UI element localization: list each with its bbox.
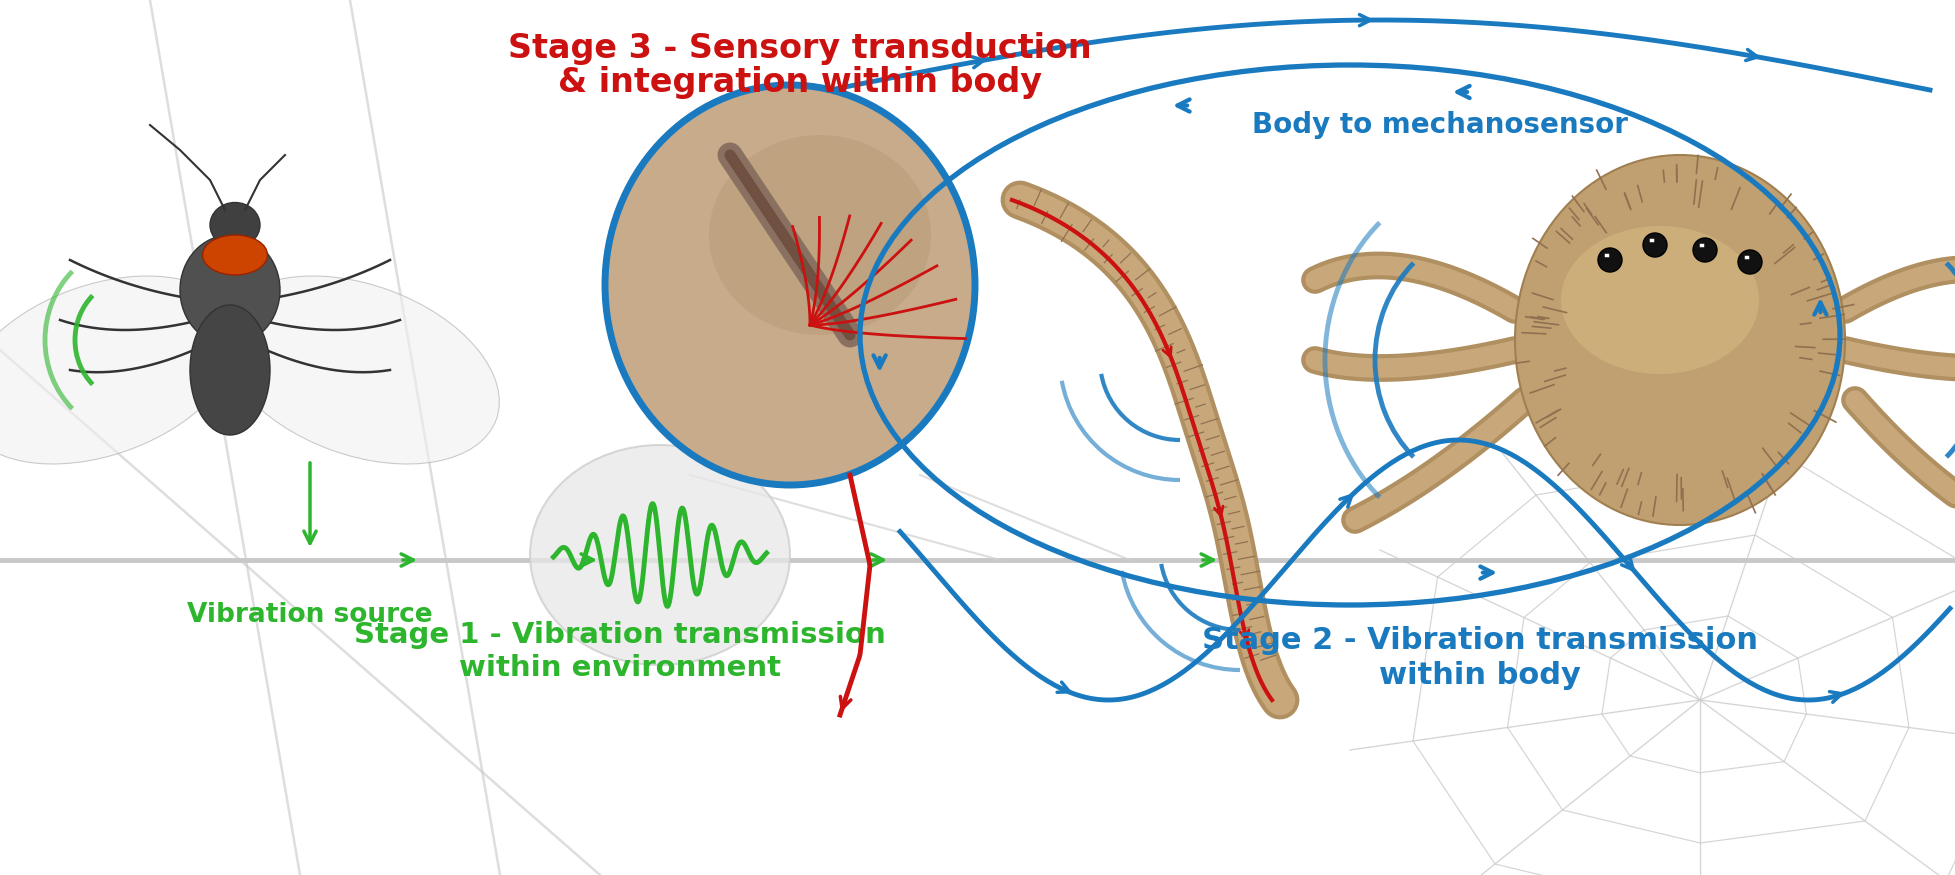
Ellipse shape — [1693, 238, 1716, 262]
Ellipse shape — [0, 276, 239, 464]
Ellipse shape — [530, 445, 790, 665]
Text: within environment: within environment — [459, 654, 780, 682]
Text: & integration within body: & integration within body — [557, 66, 1042, 99]
Ellipse shape — [209, 202, 260, 248]
Ellipse shape — [221, 276, 499, 464]
Text: Stage 2 - Vibration transmission: Stage 2 - Vibration transmission — [1202, 626, 1758, 654]
Ellipse shape — [1515, 155, 1846, 525]
Ellipse shape — [1642, 233, 1668, 257]
Text: within body: within body — [1378, 661, 1582, 690]
Ellipse shape — [203, 235, 268, 275]
Ellipse shape — [180, 235, 280, 345]
Ellipse shape — [1597, 248, 1623, 272]
Ellipse shape — [1738, 250, 1761, 274]
Ellipse shape — [1560, 226, 1760, 374]
Text: Body to mechanosensor: Body to mechanosensor — [1251, 111, 1629, 139]
Text: Vibration source: Vibration source — [188, 602, 432, 628]
Text: Stage 3 - Sensory transduction: Stage 3 - Sensory transduction — [508, 31, 1091, 65]
Ellipse shape — [604, 85, 976, 485]
Ellipse shape — [710, 135, 931, 335]
Text: Stage 1 - Vibration transmission: Stage 1 - Vibration transmission — [354, 621, 886, 649]
Ellipse shape — [190, 305, 270, 435]
